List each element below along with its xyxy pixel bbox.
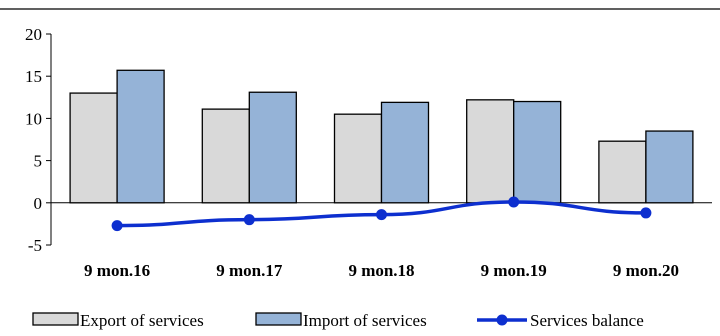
export-bar xyxy=(201,108,250,204)
legend-swatch-export xyxy=(32,312,79,326)
export-bar xyxy=(598,140,647,204)
services-balance-point xyxy=(111,220,123,232)
x-category-label: 9 mon.16 xyxy=(84,261,150,280)
import-bar xyxy=(513,100,562,204)
legend-label: Import of services xyxy=(303,311,427,330)
export-bar xyxy=(333,113,383,204)
services-balance-point xyxy=(640,207,652,219)
x-category-label: 9 mon.18 xyxy=(348,261,414,280)
import-bar xyxy=(248,91,297,204)
export-bar xyxy=(466,99,515,204)
export-bar xyxy=(69,92,118,204)
y-tick-label: 15 xyxy=(25,67,42,86)
services-balance-point xyxy=(243,214,255,226)
legend-swatch-balance-marker xyxy=(496,314,508,326)
x-category-label: 9 mon.17 xyxy=(216,261,283,280)
y-tick-label: 10 xyxy=(25,109,42,128)
import-bar xyxy=(380,101,430,204)
import-bar xyxy=(645,130,694,204)
x-category-label: 9 mon.19 xyxy=(481,261,547,280)
y-tick-label: -5 xyxy=(28,236,42,255)
services-balance-point xyxy=(508,196,520,208)
y-tick-label: 20 xyxy=(25,25,42,44)
legend-label: Export of services xyxy=(80,311,204,330)
services-balance-point xyxy=(376,209,387,221)
legend: Export of services Import of services Serv… xyxy=(32,311,644,330)
x-category-label: 9 mon.20 xyxy=(613,261,679,280)
y-tick-label: 0 xyxy=(34,194,43,213)
legend-swatch-import xyxy=(255,312,302,326)
legend-label: Services balance xyxy=(530,311,644,330)
import-bar xyxy=(116,69,165,204)
plot-area: -5 0 5 10 15 20 9 mon.16 9 mon.17 9 mon.18 9 mon.… xyxy=(25,25,712,280)
y-tick-label: 5 xyxy=(34,152,43,171)
